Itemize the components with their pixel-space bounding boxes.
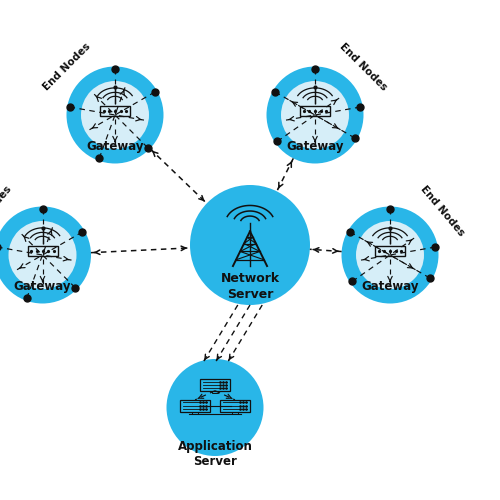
Text: Gateway: Gateway xyxy=(286,140,344,153)
Text: Gateway: Gateway xyxy=(361,280,419,293)
Text: End Nodes: End Nodes xyxy=(338,41,389,92)
Text: Network
Server: Network Server xyxy=(220,272,280,301)
Bar xyxy=(180,400,210,411)
Bar xyxy=(192,412,198,414)
Circle shape xyxy=(66,66,164,164)
Circle shape xyxy=(190,185,310,305)
Circle shape xyxy=(8,221,76,289)
Circle shape xyxy=(166,359,264,456)
Circle shape xyxy=(266,66,364,164)
Bar xyxy=(232,412,237,414)
Text: End Nodes: End Nodes xyxy=(0,184,14,238)
Circle shape xyxy=(342,206,438,304)
Bar xyxy=(100,106,130,117)
Bar xyxy=(200,379,230,390)
Circle shape xyxy=(281,81,349,149)
Bar xyxy=(220,400,250,411)
Text: End Nodes: End Nodes xyxy=(418,184,467,238)
Bar xyxy=(375,246,405,256)
Bar xyxy=(300,106,330,117)
Circle shape xyxy=(81,81,149,149)
Text: Gateway: Gateway xyxy=(86,140,144,153)
Circle shape xyxy=(356,221,424,289)
Bar xyxy=(212,390,218,393)
Text: End Nodes: End Nodes xyxy=(41,41,92,92)
Circle shape xyxy=(0,206,91,304)
Bar xyxy=(28,246,58,256)
Text: Application
Server: Application Server xyxy=(178,440,252,468)
Text: Gateway: Gateway xyxy=(14,280,72,293)
